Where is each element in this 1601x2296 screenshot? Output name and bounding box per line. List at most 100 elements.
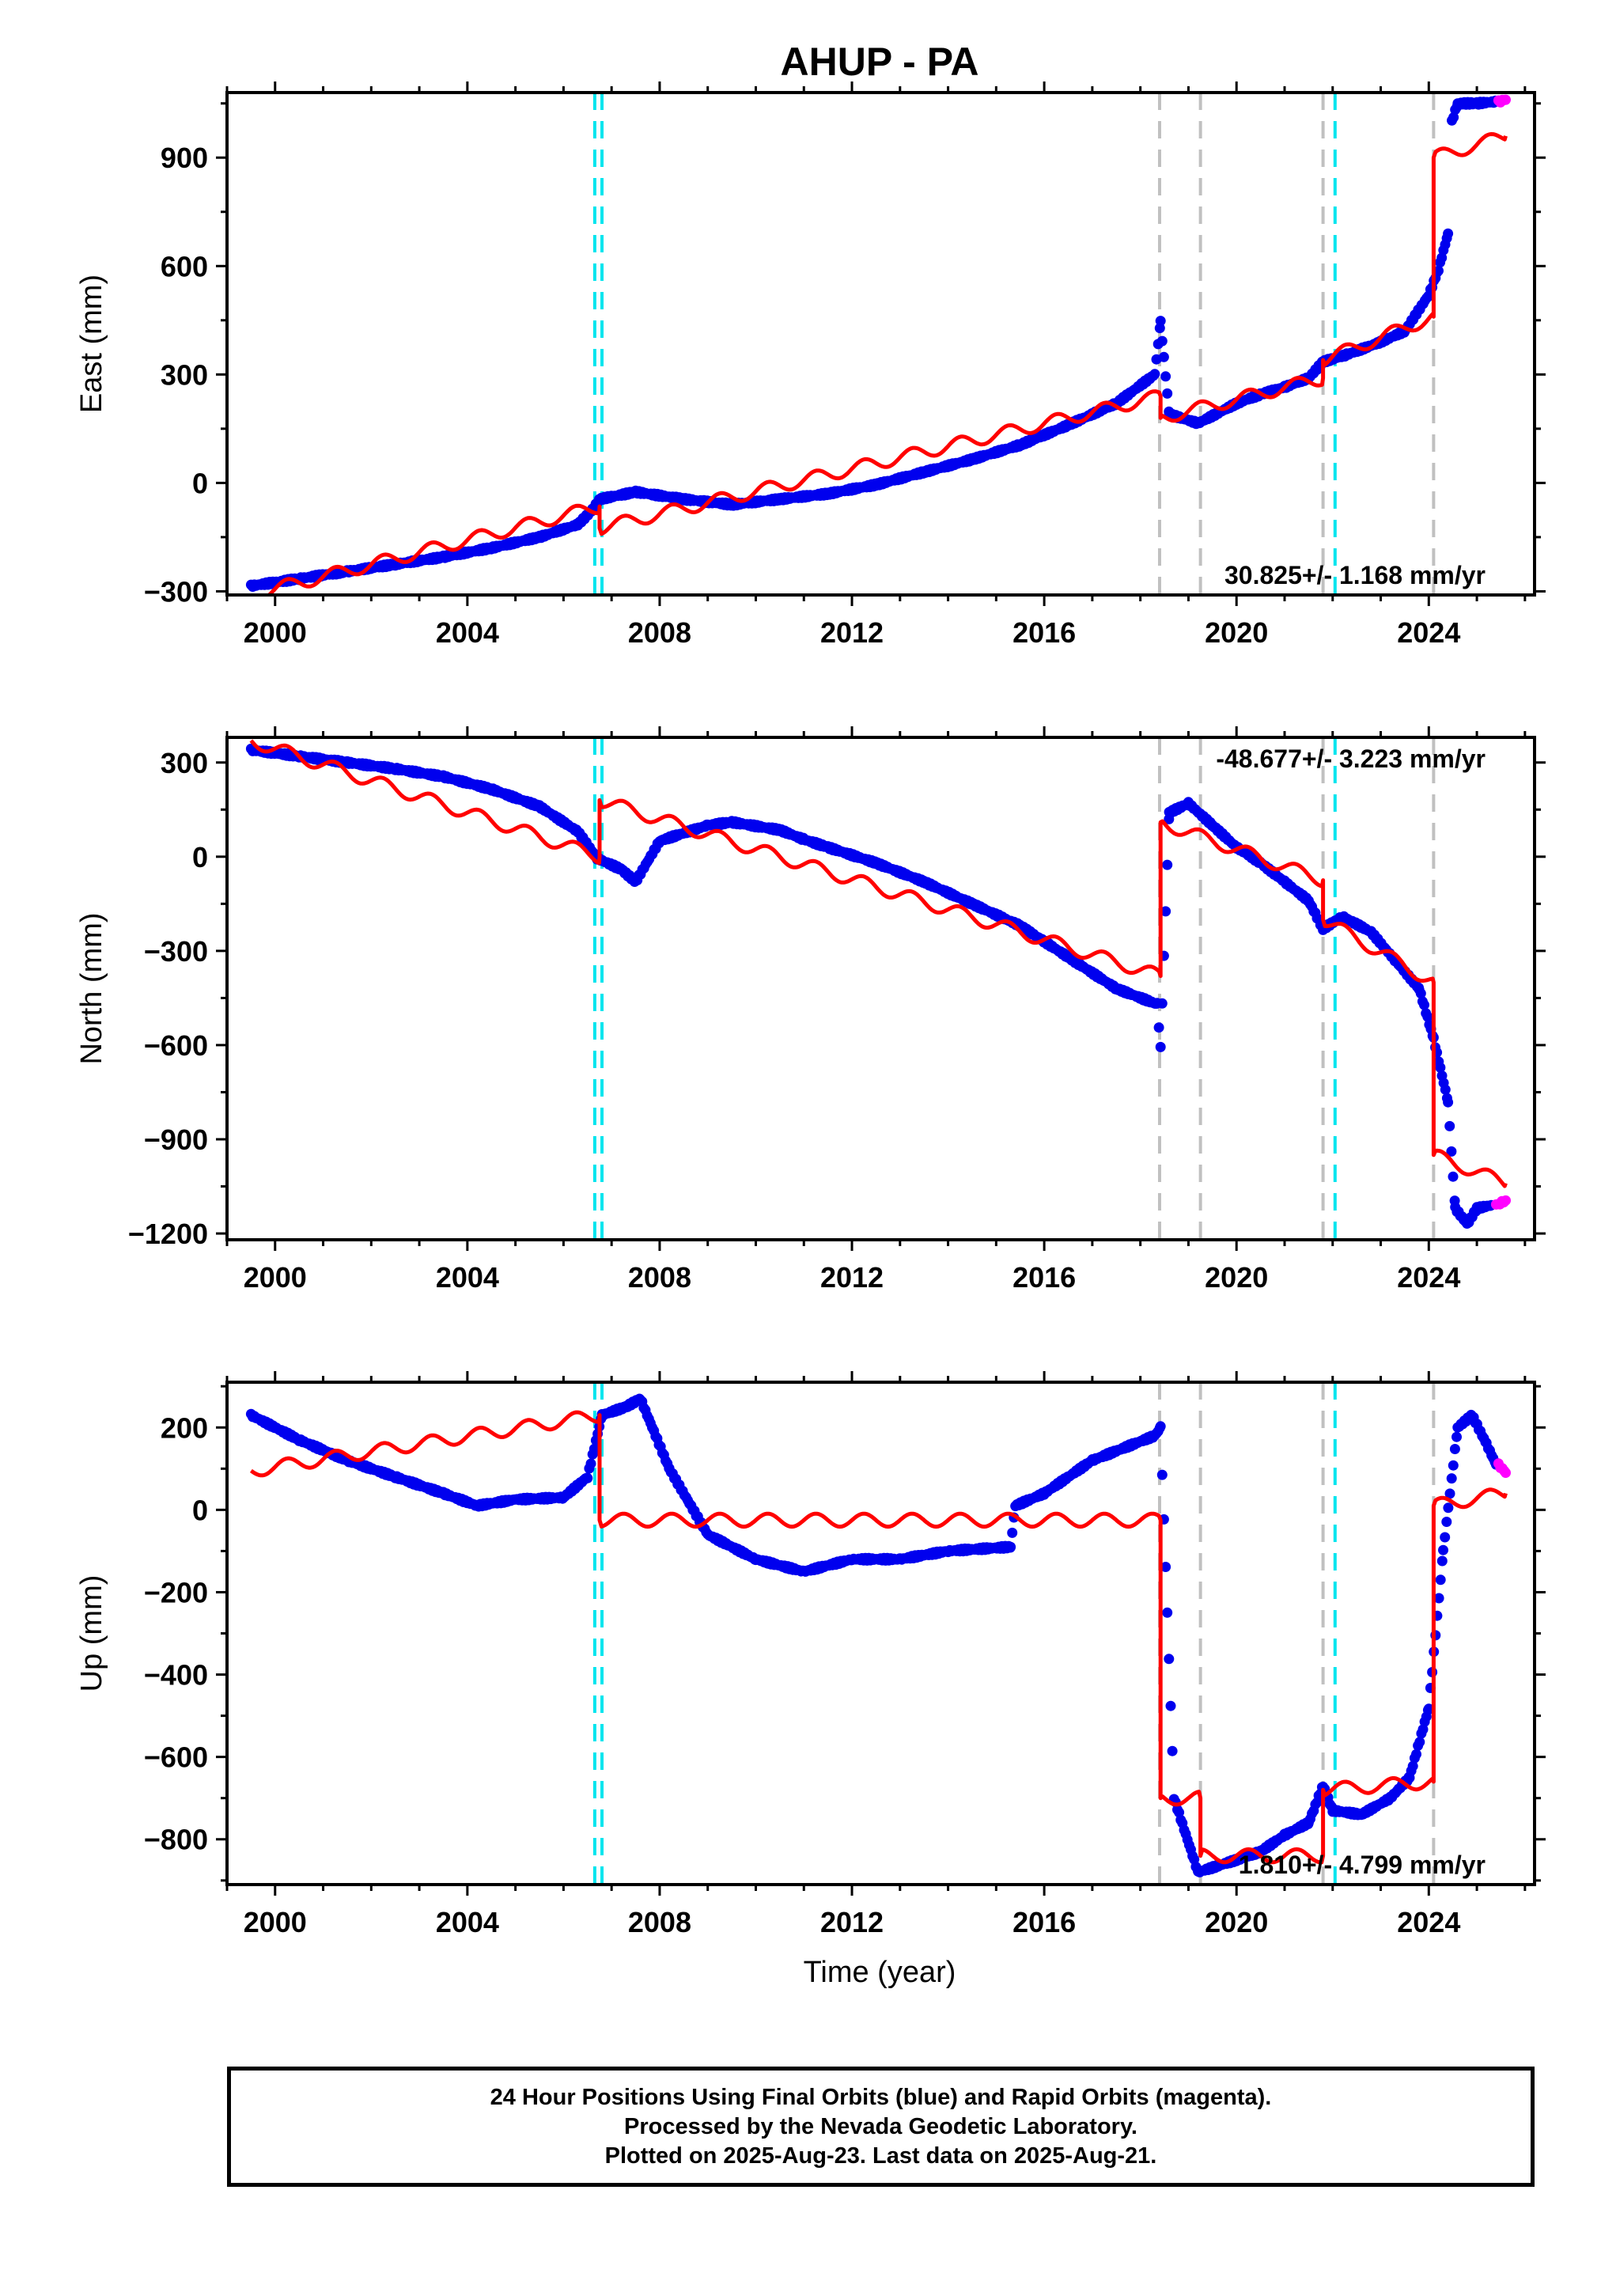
x-tick-label: 2000 — [244, 1261, 307, 1294]
final-orbit-point — [1156, 998, 1168, 1009]
final-orbit-point — [1438, 1544, 1448, 1555]
final-orbit-point — [1440, 1532, 1451, 1543]
up-panel: 2000 2004 2008 2012 2016 2020 2024−800−600−400… — [75, 1371, 1546, 1938]
final-orbit-point — [1155, 316, 1166, 327]
final-orbit-point — [585, 1458, 596, 1469]
final-orbit-point — [1440, 1084, 1451, 1095]
x-tick-label: 2024 — [1397, 1261, 1460, 1294]
final-orbit-point — [1448, 112, 1459, 123]
final-orbit-point — [1162, 388, 1173, 399]
rapid-orbit-point — [1501, 94, 1511, 105]
x-tick-label: 2004 — [436, 1906, 499, 1938]
final-orbit-point — [1162, 1607, 1173, 1618]
east-panel: 2000 2004 2008 2012 2016 2020 2024 −300 0 300 600 9… — [75, 81, 1546, 649]
north-frame — [225, 736, 1536, 1241]
rapid-orbit-point — [1501, 1468, 1511, 1478]
y-tick-label: −800 — [144, 1824, 208, 1856]
x-tick-label: 2012 — [820, 616, 884, 649]
final-orbit-point — [1451, 1431, 1462, 1442]
final-orbit-point — [1007, 1527, 1018, 1538]
final-orbit-point — [1449, 1444, 1460, 1454]
x-axis-label: Time (year) — [804, 1956, 956, 1989]
x-tick-label: 2008 — [628, 1906, 691, 1938]
x-tick-label: 2000 — [244, 616, 307, 649]
y-tick-label: −600 — [144, 1741, 208, 1774]
final-orbit-point — [1167, 1745, 1178, 1756]
y-tick-label: 0 — [192, 467, 208, 499]
final-orbit-point — [1419, 999, 1429, 1010]
final-orbit-point — [1448, 1171, 1459, 1182]
final-orbit-point — [1160, 906, 1171, 917]
final-orbit-point — [1162, 859, 1173, 870]
y-tick-label: 300 — [161, 747, 208, 779]
y-tick-label: −1200 — [128, 1218, 208, 1250]
final-orbit-point — [1005, 1541, 1016, 1552]
x-tick-label: 2020 — [1205, 616, 1268, 649]
final-orbit-point — [1155, 1421, 1166, 1432]
final-orbit-point — [1156, 1469, 1168, 1480]
final-orbit-point — [1443, 228, 1454, 239]
final-orbit-point — [1443, 1097, 1454, 1108]
final-orbit-point — [1149, 369, 1160, 380]
x-tick-label: 2004 — [436, 1261, 499, 1294]
final-orbit-point — [1156, 335, 1168, 347]
final-orbit-point — [1422, 1011, 1433, 1022]
up-plot-area — [245, 1382, 1511, 1885]
footer-line-2: Processed by the Nevada Geodetic Laborat… — [624, 2113, 1137, 2139]
x-tick-label: 2008 — [628, 1261, 691, 1294]
final-orbit-point — [1444, 1488, 1455, 1499]
y-tick-label: −300 — [144, 575, 208, 608]
east-frame — [225, 91, 1536, 597]
final-orbit-point — [1446, 1473, 1457, 1484]
rate-label: 30.825+/- 1.168 mm/yr — [1224, 561, 1486, 589]
final-orbit-point — [1433, 1593, 1444, 1604]
rapid-orbit-point — [1501, 1195, 1511, 1206]
final-orbit-point — [1155, 1041, 1166, 1052]
rate-label: -48.677+/- 3.223 mm/yr — [1216, 744, 1486, 773]
final-orbit-point — [1164, 1654, 1175, 1665]
footer-note: 24 Hour Positions Using Final Orbits (bl… — [227, 2067, 1535, 2187]
east-plot-area — [245, 93, 1511, 595]
y-axis-label: North (mm) — [75, 912, 108, 1064]
y-tick-label: 0 — [192, 841, 208, 873]
model-fit-line — [249, 739, 1508, 1188]
y-axis-label: East (mm) — [75, 275, 108, 413]
final-orbit-point — [1160, 1562, 1171, 1572]
final-orbit-point — [1446, 1146, 1457, 1157]
y-tick-label: −300 — [144, 935, 208, 968]
final-orbit-point — [1158, 351, 1169, 362]
final-orbit-point — [1153, 1022, 1164, 1033]
x-tick-label: 2004 — [436, 616, 499, 649]
x-tick-label: 2008 — [628, 616, 691, 649]
y-tick-label: 200 — [161, 1411, 208, 1444]
model-fit-line — [249, 1410, 1508, 1865]
y-tick-label: 300 — [161, 358, 208, 391]
x-tick-label: 2012 — [820, 1906, 884, 1938]
final-orbit-point — [1411, 1749, 1421, 1760]
chart-title: AHUP - PA — [781, 40, 979, 84]
final-orbit-point — [1444, 1120, 1455, 1131]
x-tick-label: 2020 — [1205, 1906, 1268, 1938]
final-orbit-point — [1415, 988, 1426, 999]
y-axis-label: Up (mm) — [75, 1575, 108, 1692]
footer-line-1: 24 Hour Positions Using Final Orbits (bl… — [490, 2084, 1272, 2110]
final-orbit-point — [1423, 1703, 1434, 1714]
footer-line-3: Plotted on 2025-Aug-23. Last data on 202… — [604, 2143, 1157, 2169]
x-tick-label: 2012 — [820, 1261, 884, 1294]
y-tick-label: −400 — [144, 1659, 208, 1692]
x-tick-label: 2000 — [244, 1906, 307, 1938]
final-orbit-point — [1417, 1724, 1429, 1735]
final-orbit-point — [1436, 252, 1448, 263]
final-orbit-point — [1441, 1517, 1452, 1527]
final-orbit-point — [1433, 265, 1444, 276]
y-tick-label: 0 — [192, 1494, 208, 1526]
final-orbit-point — [1436, 1555, 1448, 1567]
final-orbit-point — [1435, 1574, 1446, 1586]
x-tick-label: 2016 — [1012, 616, 1076, 649]
x-tick-label: 2024 — [1397, 1906, 1460, 1938]
final-orbit-point — [1165, 1700, 1176, 1711]
x-tick-label: 2020 — [1205, 1261, 1268, 1294]
final-orbit-point — [589, 1443, 600, 1454]
y-tick-label: 900 — [161, 142, 208, 174]
final-orbit-point — [1448, 1460, 1459, 1471]
